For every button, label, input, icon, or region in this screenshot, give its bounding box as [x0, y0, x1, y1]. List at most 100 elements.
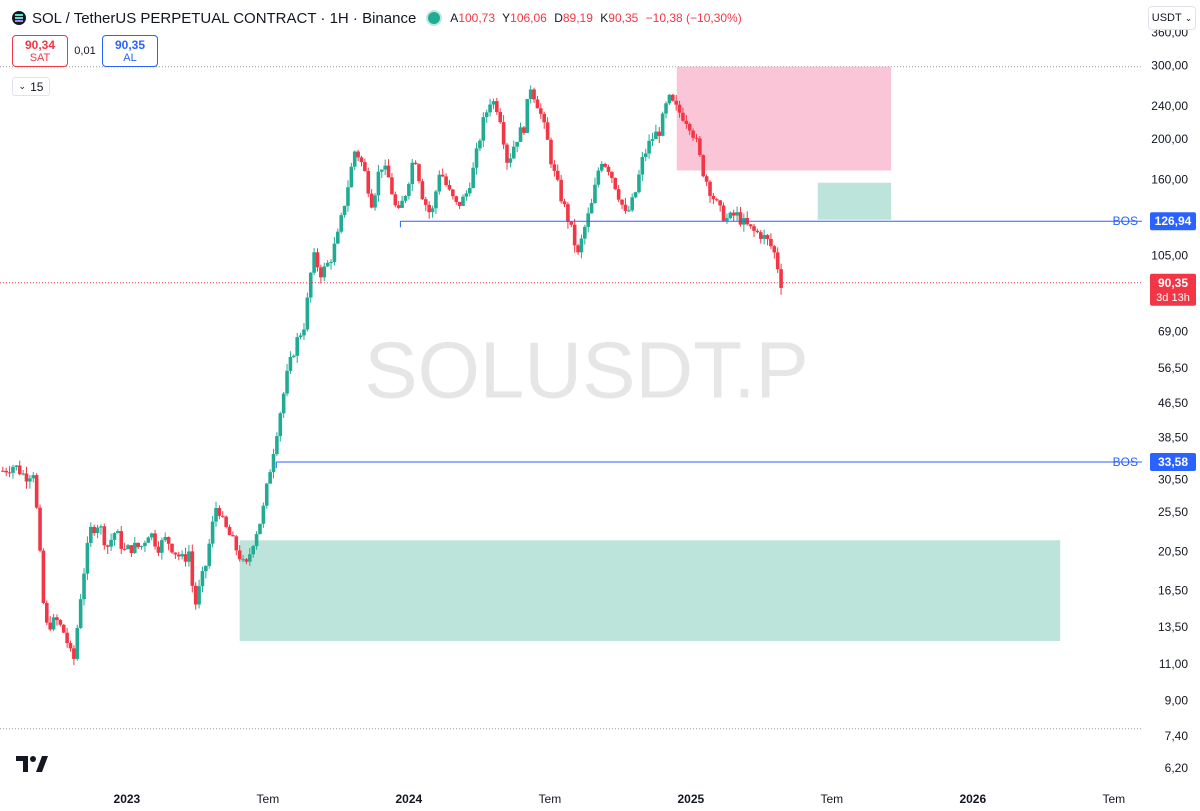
candle-body — [670, 94, 675, 101]
candle-body — [99, 526, 103, 528]
candle-body — [376, 171, 381, 196]
candle-body — [160, 540, 164, 553]
bos-value-badge-0 — [1150, 212, 1196, 231]
interval-toggle[interactable]: ⌄ 15 — [12, 77, 50, 96]
candle-body — [149, 533, 154, 538]
solana-logo-icon — [12, 11, 26, 25]
tradingview-logo-icon[interactable] — [16, 755, 48, 773]
candle-body — [254, 534, 259, 547]
candle-body — [68, 643, 73, 649]
candle-body — [505, 144, 509, 163]
last-price-badge — [1150, 273, 1196, 306]
candle-body — [731, 212, 736, 216]
candle-body — [34, 475, 39, 508]
price-axis — [1142, 0, 1200, 811]
candle-body — [451, 189, 455, 197]
candle-body — [650, 139, 655, 141]
candle-body — [518, 127, 523, 142]
ohlc-close-value: 90,35 — [608, 11, 639, 25]
candle-body — [542, 113, 547, 123]
candle-body — [278, 413, 283, 437]
candle-body — [657, 131, 662, 136]
candle-body — [126, 545, 130, 550]
candle-body — [122, 548, 127, 550]
candle-body — [271, 453, 276, 473]
candle-body — [532, 89, 536, 100]
ohlc-readout: A100,73 Y106,06 D89,19 K90,35 −10,38 (−1… — [450, 11, 745, 25]
candle-body — [163, 536, 168, 541]
x-tick-label-4: 2025 — [677, 792, 704, 806]
candle-body — [423, 199, 428, 205]
countdown-badge-text: 3d 13h — [1156, 292, 1190, 304]
candle-body — [407, 184, 411, 197]
candle-body — [292, 355, 296, 358]
candle-body — [21, 473, 25, 475]
candle-body — [85, 542, 90, 574]
candle-body — [393, 194, 398, 206]
candle-body — [498, 111, 503, 123]
candle-body — [190, 551, 195, 586]
candle-body — [329, 261, 333, 263]
y-tick-label-10: 46,50 — [1158, 396, 1188, 410]
ohlc-open-value: 100,73 — [458, 11, 496, 25]
candle-body — [488, 104, 492, 113]
candle-body — [95, 527, 100, 534]
candle-body — [681, 112, 685, 121]
candle-body — [285, 370, 289, 394]
candle-body — [217, 508, 222, 516]
candle-body — [420, 181, 425, 200]
candle-body — [72, 648, 76, 659]
candle-body — [599, 163, 604, 171]
y-tick-label-13: 30,50 — [1158, 472, 1188, 486]
candle-body — [302, 329, 306, 336]
candle-body — [207, 543, 212, 566]
x-tick-label-5: Tem — [820, 792, 843, 806]
candle-body — [88, 526, 93, 543]
candle-body — [187, 551, 191, 562]
candle-body — [200, 571, 205, 587]
currency-selector[interactable]: USDT ⌄ — [1148, 6, 1196, 30]
y-tick-label-11: 38,50 — [1158, 430, 1188, 444]
candle-body — [379, 169, 384, 172]
x-tick-label-6: 2026 — [959, 792, 986, 806]
bos-value-badge-text-0: 126,94 — [1155, 214, 1192, 228]
candle-body — [413, 162, 418, 165]
candle-body — [495, 101, 499, 112]
candle-body — [28, 478, 32, 482]
candle-body — [579, 238, 584, 253]
candle-body — [176, 554, 181, 557]
sell-button[interactable]: 90,34 SAT — [12, 35, 68, 67]
candle-body — [166, 536, 171, 544]
candle-body — [7, 472, 12, 474]
candle-body — [214, 508, 218, 522]
candle-body — [694, 137, 699, 139]
candle-body — [41, 550, 46, 603]
x-tick-label-1: Tem — [257, 792, 280, 806]
candle-body — [779, 269, 783, 288]
candle-body — [522, 127, 526, 133]
candle-body — [193, 585, 198, 605]
buy-button[interactable]: 90,35 AL — [102, 35, 158, 67]
candle-body — [275, 436, 279, 454]
candle-body — [352, 151, 357, 167]
candle-body — [447, 185, 452, 190]
candle-body — [562, 201, 567, 205]
candle-body — [319, 267, 323, 278]
bos-value-badge-1 — [1150, 453, 1196, 472]
x-tick-label-0: 2023 — [114, 792, 141, 806]
supply-zone — [676, 66, 892, 171]
candle-body — [660, 113, 665, 136]
candle-body — [315, 252, 320, 268]
candle-body — [525, 98, 530, 133]
candle-body — [156, 546, 161, 553]
candle-body — [332, 243, 337, 262]
candle-body — [24, 473, 29, 482]
candle-body — [555, 170, 560, 180]
candle-body — [461, 196, 465, 206]
candle-body — [322, 266, 327, 278]
candle-body — [78, 599, 83, 628]
symbol-title[interactable]: SOL / TetherUS PERPETUAL CONTRACT · 1H ·… — [32, 9, 417, 27]
candle-body — [305, 297, 310, 330]
candle-body — [231, 535, 235, 537]
